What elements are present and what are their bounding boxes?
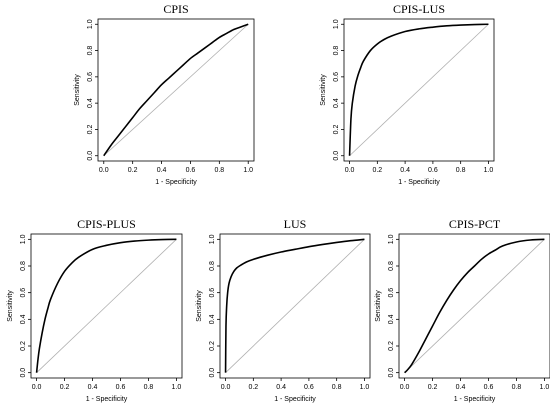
y-axis-label: Sensitivity [7, 290, 14, 322]
x-tick-label: 0.4 [456, 384, 466, 391]
panel-title: LUS [284, 217, 307, 231]
x-tick-label: 0.4 [88, 384, 98, 391]
y-tick-label: 1.0 [87, 19, 94, 29]
x-axis-label: 1 - Specificity [86, 396, 128, 403]
y-tick-label: 0.4 [87, 98, 94, 108]
x-axis-label: 1 - Specificity [454, 396, 496, 403]
roc-panel-cpis-lus: CPIS-LUS 0.0 0.2 0.4 0.6 0.8 1.0 0.0 0.2 0.4 0.6 0.… [320, 2, 495, 186]
y-tick-label: 0.0 [388, 368, 395, 378]
y-tick-label: 0.8 [209, 261, 216, 271]
x-tick-label: 0.2 [128, 167, 138, 174]
roc-panel-cpis-pct: CPIS-PCT 0.0 0.2 0.4 0.6 0.8 1.0 0.0 0.2 0.4 0.6 0.… [375, 217, 550, 403]
y-tick-label: 0.2 [388, 341, 395, 351]
reference-diagonal [404, 239, 545, 373]
panel-title: CPIS [163, 2, 188, 16]
x-axis-label: 1 - Specificity [398, 179, 440, 186]
panel-title: CPIS-PCT [449, 217, 501, 231]
y-axis-label: Sensitivity [320, 74, 327, 106]
x-tick-label: 0.2 [60, 384, 70, 391]
x-tick-label: 0.4 [157, 167, 167, 174]
x-tick-label: 0.6 [428, 167, 438, 174]
roc-curve [35, 238, 177, 373]
x-tick-label: 0.6 [304, 384, 314, 391]
x-tick-label: 0.6 [484, 384, 494, 391]
plot-frame [219, 233, 371, 379]
y-tick-label: 0.2 [20, 341, 27, 351]
y-axis-label: Sensitivity [74, 74, 81, 106]
roc-curve [103, 23, 249, 157]
x-tick-label: 1.0 [484, 167, 494, 174]
x-tick-label: 1.0 [172, 384, 182, 391]
y-tick-label: 0.2 [209, 341, 216, 351]
x-tick-label: 1.0 [243, 167, 253, 174]
x-tick-label: 0.6 [186, 167, 196, 174]
y-axis-label: Sensitivity [375, 290, 382, 322]
plot-frame [398, 233, 550, 379]
x-tick-label: 0.2 [248, 384, 258, 391]
y-tick-label: 0.0 [333, 151, 340, 161]
y-tick-label: 0.0 [87, 151, 94, 161]
y-tick-label: 0.8 [333, 46, 340, 56]
y-tick-label: 0.4 [209, 314, 216, 324]
reference-diagonal [225, 239, 365, 373]
y-tick-label: 0.4 [333, 98, 340, 108]
reference-diagonal [349, 23, 489, 157]
x-tick-label: 0.0 [221, 384, 231, 391]
x-tick-label: 0.4 [276, 384, 286, 391]
x-tick-label: 0.8 [456, 167, 466, 174]
panel-title: CPIS-PLUS [77, 217, 136, 231]
plot-frame [97, 18, 255, 162]
x-axis-label: 1 - Specificity [155, 179, 197, 186]
roc-panel-cpis-plus: CPIS-PLUS 0.0 0.2 0.4 0.6 0.8 1.0 0.0 0.2 0.4 0.6 0… [7, 217, 183, 403]
y-tick-label: 0.4 [388, 314, 395, 324]
y-tick-label: 0.2 [87, 124, 94, 134]
y-tick-label: 0.4 [20, 314, 27, 324]
x-tick-label: 0.4 [400, 167, 410, 174]
roc-curve [348, 23, 489, 156]
x-tick-label: 0.2 [428, 384, 438, 391]
y-tick-label: 0.0 [209, 368, 216, 378]
y-tick-label: 0.6 [87, 72, 94, 82]
y-tick-label: 0.2 [333, 124, 340, 134]
reference-diagonal [103, 23, 249, 157]
y-tick-label: 0.6 [388, 288, 395, 298]
y-tick-label: 0.6 [333, 72, 340, 82]
x-tick-label: 1.0 [540, 384, 550, 391]
roc-panel-lus: LUS 0.0 0.2 0.4 0.6 0.8 1.0 0.0 0.2 0.4 0.6 0.8 1.0 1… [196, 217, 371, 403]
y-tick-label: 0.0 [20, 368, 27, 378]
y-tick-label: 1.0 [209, 234, 216, 244]
y-tick-label: 1.0 [333, 19, 340, 29]
y-tick-label: 1.0 [388, 234, 395, 244]
x-tick-label: 1.0 [360, 384, 370, 391]
x-tick-label: 0.0 [32, 384, 42, 391]
y-tick-label: 0.8 [388, 261, 395, 271]
x-tick-label: 0.2 [372, 167, 382, 174]
y-tick-label: 0.6 [209, 288, 216, 298]
x-tick-label: 0.8 [214, 167, 224, 174]
roc-curve [224, 238, 365, 373]
reference-diagonal [36, 239, 177, 373]
x-axis-label: 1 - Specificity [274, 396, 316, 403]
y-axis-label: Sensitivity [196, 290, 203, 322]
x-tick-label: 0.8 [144, 384, 154, 391]
plot-frame [343, 18, 495, 162]
y-tick-label: 1.0 [20, 234, 27, 244]
x-tick-label: 0.8 [512, 384, 522, 391]
y-tick-label: 0.6 [20, 288, 27, 298]
x-tick-label: 0.8 [332, 384, 342, 391]
roc-panel-cpis: CPIS 0.0 0.2 0.4 0.6 0.8 1.0 0.0 0.2 0.4 0.6 0.8 1.0… [74, 2, 255, 186]
y-tick-label: 0.8 [20, 261, 27, 271]
y-tick-label: 0.8 [87, 46, 94, 56]
x-tick-label: 0.0 [99, 167, 109, 174]
panel-title: CPIS-LUS [393, 2, 445, 16]
plot-frame [30, 233, 183, 379]
roc-curve [404, 238, 545, 374]
x-tick-label: 0.0 [400, 384, 410, 391]
x-tick-label: 0.0 [345, 167, 355, 174]
x-tick-label: 0.6 [116, 384, 126, 391]
